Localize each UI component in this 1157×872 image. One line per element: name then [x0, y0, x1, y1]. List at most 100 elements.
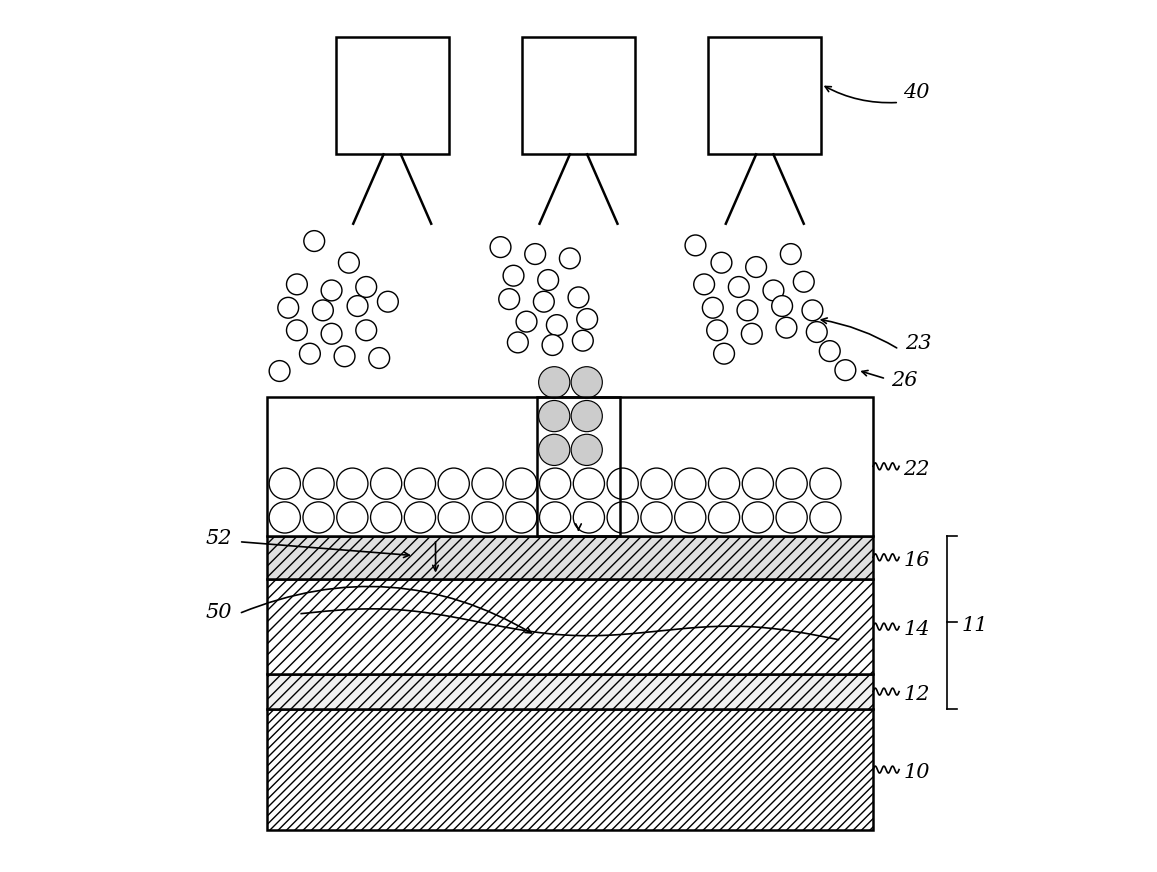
Circle shape — [322, 324, 342, 344]
Circle shape — [746, 256, 767, 277]
Circle shape — [472, 502, 503, 533]
Text: 12: 12 — [904, 685, 930, 705]
Circle shape — [641, 468, 672, 500]
Circle shape — [776, 502, 808, 533]
Circle shape — [546, 315, 567, 336]
Bar — [522, 37, 635, 154]
Circle shape — [337, 468, 368, 500]
Circle shape — [708, 502, 739, 533]
Circle shape — [573, 330, 594, 351]
Text: 10: 10 — [904, 763, 930, 782]
Circle shape — [287, 320, 308, 341]
Text: 11: 11 — [961, 616, 988, 635]
Bar — [266, 535, 874, 579]
Circle shape — [675, 502, 706, 533]
Circle shape — [641, 502, 672, 533]
Circle shape — [370, 502, 401, 533]
Circle shape — [560, 248, 580, 269]
Circle shape — [694, 274, 715, 295]
Bar — [266, 579, 874, 674]
Circle shape — [439, 468, 470, 500]
Circle shape — [675, 468, 706, 500]
Circle shape — [743, 468, 773, 500]
Circle shape — [539, 400, 570, 432]
Circle shape — [439, 502, 470, 533]
Circle shape — [572, 400, 603, 432]
Circle shape — [356, 276, 377, 297]
Circle shape — [806, 322, 827, 343]
Circle shape — [322, 280, 342, 301]
Circle shape — [339, 252, 360, 273]
Circle shape — [685, 235, 706, 255]
Circle shape — [334, 346, 355, 367]
Circle shape — [506, 502, 537, 533]
Circle shape — [377, 291, 398, 312]
Circle shape — [574, 502, 604, 533]
Circle shape — [743, 502, 773, 533]
Circle shape — [539, 468, 570, 500]
Circle shape — [772, 296, 793, 317]
Bar — [336, 37, 449, 154]
Circle shape — [303, 468, 334, 500]
Circle shape — [303, 502, 334, 533]
Circle shape — [370, 468, 401, 500]
Circle shape — [499, 289, 519, 310]
Circle shape — [712, 252, 732, 273]
Circle shape — [503, 265, 524, 286]
Bar — [266, 674, 874, 709]
Circle shape — [577, 309, 597, 330]
Circle shape — [729, 276, 750, 297]
Circle shape — [742, 324, 762, 344]
Text: 22: 22 — [904, 460, 930, 479]
Circle shape — [572, 434, 603, 466]
Circle shape — [538, 269, 559, 290]
Circle shape — [607, 502, 639, 533]
Circle shape — [543, 335, 563, 356]
Circle shape — [539, 434, 570, 466]
Bar — [266, 397, 874, 535]
Text: 16: 16 — [904, 551, 930, 570]
Circle shape — [304, 231, 325, 251]
Circle shape — [404, 502, 435, 533]
Circle shape — [270, 361, 290, 381]
Circle shape — [574, 468, 604, 500]
Text: 14: 14 — [904, 620, 930, 639]
Circle shape — [737, 300, 758, 321]
Circle shape — [714, 344, 735, 364]
Circle shape — [270, 502, 301, 533]
Circle shape — [568, 287, 589, 308]
Text: 26: 26 — [891, 371, 918, 390]
Circle shape — [794, 271, 815, 292]
Circle shape — [810, 468, 841, 500]
Circle shape — [780, 243, 801, 264]
Bar — [266, 709, 874, 830]
Circle shape — [835, 360, 856, 380]
Circle shape — [404, 468, 435, 500]
Circle shape — [270, 468, 301, 500]
Circle shape — [516, 311, 537, 332]
Circle shape — [347, 296, 368, 317]
Circle shape — [491, 236, 511, 257]
Circle shape — [300, 344, 320, 364]
Circle shape — [337, 502, 368, 533]
Circle shape — [278, 297, 299, 318]
Circle shape — [472, 468, 503, 500]
Circle shape — [702, 297, 723, 318]
Circle shape — [776, 317, 797, 338]
Circle shape — [776, 468, 808, 500]
Circle shape — [572, 367, 603, 398]
Text: 50: 50 — [206, 603, 233, 622]
Circle shape — [802, 300, 823, 321]
Circle shape — [607, 468, 639, 500]
Text: 40: 40 — [904, 83, 930, 102]
Circle shape — [819, 341, 840, 362]
Circle shape — [708, 468, 739, 500]
Circle shape — [287, 274, 308, 295]
Bar — [537, 397, 620, 535]
Circle shape — [539, 367, 570, 398]
Circle shape — [707, 320, 728, 341]
Text: 52: 52 — [206, 529, 233, 548]
Circle shape — [533, 291, 554, 312]
Circle shape — [356, 320, 377, 341]
Circle shape — [369, 348, 390, 368]
